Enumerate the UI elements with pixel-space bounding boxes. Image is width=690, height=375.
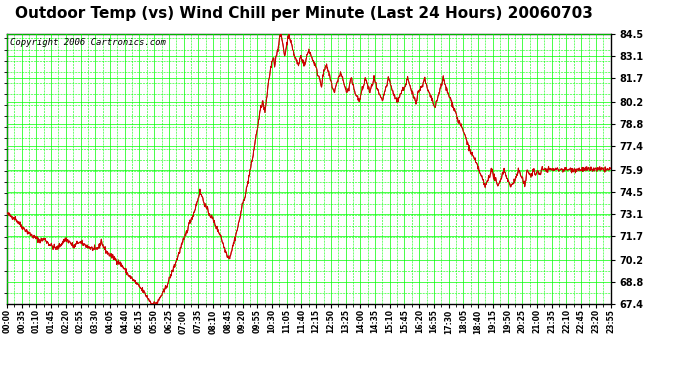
Text: Outdoor Temp (vs) Wind Chill per Minute (Last 24 Hours) 20060703: Outdoor Temp (vs) Wind Chill per Minute …: [14, 6, 593, 21]
Text: Copyright 2006 Cartronics.com: Copyright 2006 Cartronics.com: [10, 38, 166, 47]
